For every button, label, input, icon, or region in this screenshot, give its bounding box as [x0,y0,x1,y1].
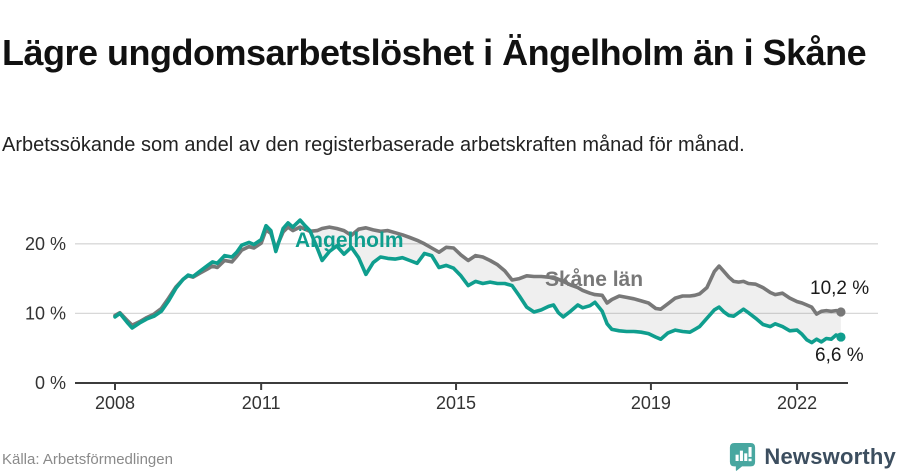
svg-text:2019: 2019 [631,393,671,413]
chart-title: Lägre ungdomsarbetslöshet i Ängelholm än… [2,32,867,74]
angelholm-end-value-label: 6,6 % [815,345,864,366]
svg-text:2015: 2015 [436,393,476,413]
svg-text:2008: 2008 [95,393,135,413]
newsworthy-logo: Newsworthy [729,442,896,471]
angelholm-series-label: Ängelholm [295,229,404,252]
svg-text:20 %: 20 % [25,234,66,254]
newsworthy-wordmark: Newsworthy [764,443,896,469]
skane-series-label: Skåne län [545,268,644,291]
svg-text:0 %: 0 % [35,373,66,393]
source-note: Källa: Arbetsförmedlingen [2,451,173,468]
chart-subtitle: Arbetssökande som andel av den registerb… [2,134,745,156]
svg-text:2011: 2011 [242,393,281,413]
skane-end-value-label: 10,2 % [810,278,870,299]
svg-text:2022: 2022 [777,393,817,413]
svg-text:10 %: 10 % [25,303,66,323]
newsworthy-bar-chart-bubble-icon [730,443,756,471]
